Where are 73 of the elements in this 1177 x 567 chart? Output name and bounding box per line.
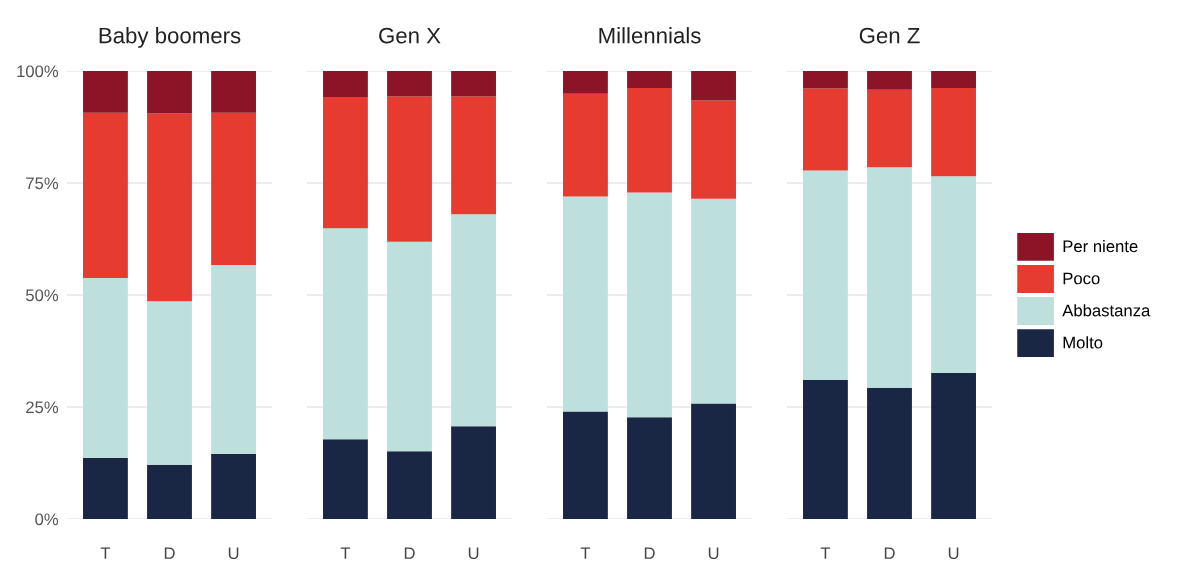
chart-title: Millennials (599, 27, 701, 44)
x-tick-label: U (228, 547, 239, 560)
bar (563, 93, 608, 197)
bar (931, 372, 976, 519)
bar (451, 71, 496, 97)
x-tick-label: D (404, 547, 415, 559)
x-tick-label: D (164, 547, 175, 559)
bar (803, 88, 848, 171)
bar (867, 387, 912, 519)
legend-label: Abbastanza (1062, 304, 1151, 317)
bar (83, 277, 128, 459)
x-tick-label: D (644, 547, 655, 559)
x-tick-label: T (580, 547, 591, 559)
bar (451, 214, 496, 427)
chart-title: Gen Z (859, 27, 920, 44)
bar (691, 71, 736, 101)
bar (211, 264, 256, 455)
x-tick-label: U (708, 547, 719, 560)
bar (83, 112, 128, 278)
bar (387, 96, 432, 242)
legend-label: Poco (1063, 272, 1100, 285)
bar (211, 112, 256, 265)
bar (323, 96, 368, 229)
bar (387, 451, 432, 519)
y-tick-label: 25% (26, 401, 59, 414)
bar (147, 464, 192, 519)
bar (451, 426, 496, 519)
bar (627, 88, 672, 193)
bar (211, 71, 256, 113)
bar (147, 71, 192, 114)
bar (83, 458, 128, 519)
bar (867, 71, 912, 90)
bar (803, 71, 848, 89)
x-tick-label: U (948, 547, 959, 560)
x-tick-label: T (820, 547, 831, 559)
x-tick-label: U (468, 547, 479, 560)
bar (931, 88, 976, 177)
bar (323, 439, 368, 519)
bar (387, 241, 432, 452)
bar (147, 113, 192, 302)
bar (627, 417, 672, 519)
y-tick-label: 75% (26, 177, 59, 190)
bar (387, 71, 432, 97)
y-tick-label: 0% (35, 513, 59, 526)
bar (563, 411, 608, 519)
bar (691, 403, 736, 519)
chart-title: Baby boomers (99, 27, 241, 48)
chart-title: Gen X (379, 27, 441, 44)
legend-label: Per niente (1063, 240, 1138, 253)
x-tick-label: T (340, 547, 351, 559)
bar (451, 96, 496, 215)
bar (627, 71, 672, 89)
x-tick-label: T (100, 547, 111, 559)
bar (803, 380, 848, 519)
bar (211, 454, 256, 519)
bar (627, 192, 672, 418)
bar (563, 196, 608, 412)
bar (803, 170, 848, 381)
bar (323, 71, 368, 97)
bar (323, 228, 368, 440)
bar (691, 198, 736, 404)
bar (563, 71, 608, 94)
bar (931, 71, 976, 89)
x-tick-label: D (884, 547, 895, 559)
y-tick-label: 100% (17, 65, 59, 78)
bar (867, 89, 912, 168)
legend-label: Molto (1063, 336, 1103, 349)
bar (691, 100, 736, 199)
bar (931, 176, 976, 373)
bar (867, 167, 912, 388)
bar (147, 301, 192, 465)
bar (83, 71, 128, 113)
y-tick-label: 50% (25, 289, 59, 302)
